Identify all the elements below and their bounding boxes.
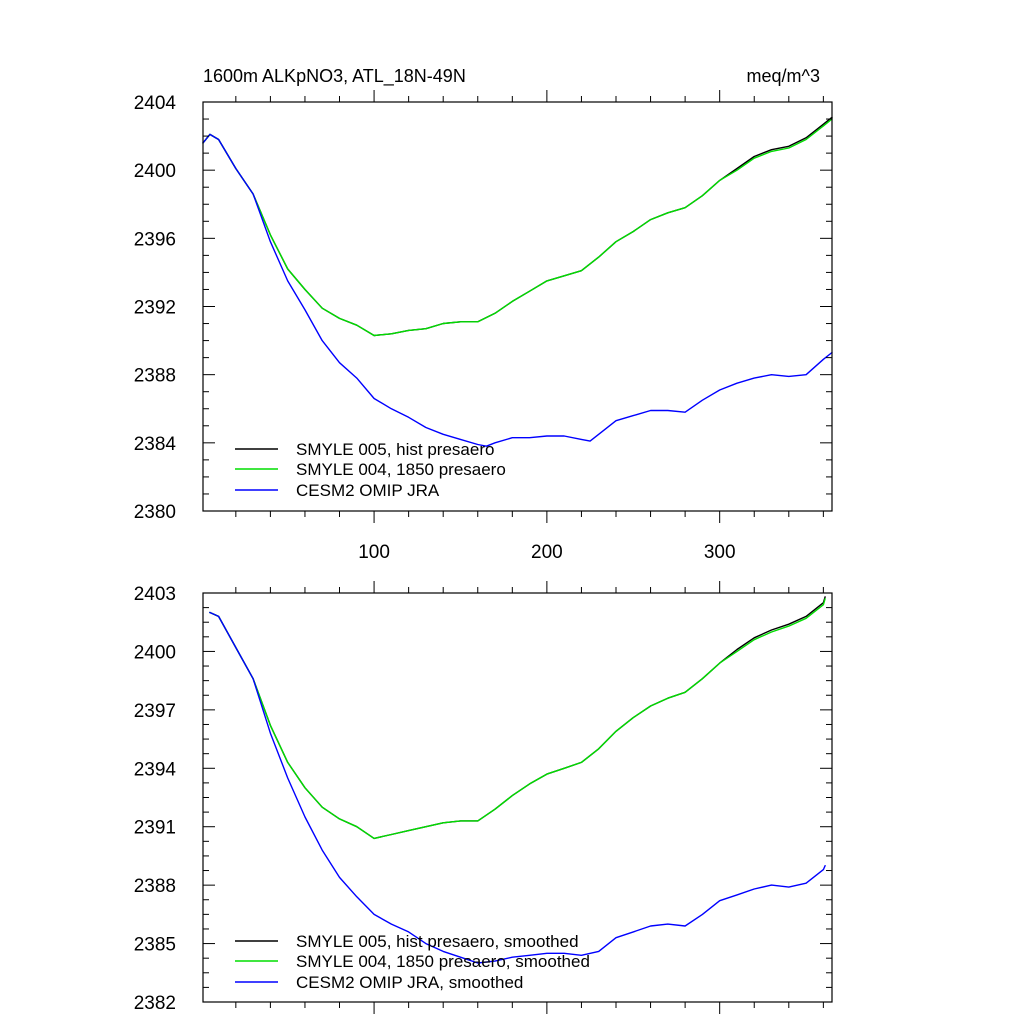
y-tick-label: 2388 (134, 876, 176, 897)
series-line-2-2 (209, 611, 826, 964)
panel-1-series (202, 116, 833, 447)
y-tick-label: 2388 (134, 366, 176, 387)
legend-1-label-0: SMYLE 005, hist presaero (296, 440, 494, 459)
series-line-1-0 (202, 116, 833, 337)
legend-1-label-1: SMYLE 004, 1850 presaero (296, 460, 506, 479)
y-tick-label: 2380 (134, 502, 176, 523)
y-tick-label: 2400 (134, 642, 176, 663)
panel-1-title: 1600m ALKpNO3, ATL_18N-49N (203, 66, 466, 87)
y-tick-label: 2394 (134, 759, 177, 780)
series-line-1-1 (202, 118, 833, 337)
legend-2-label-1: SMYLE 004, 1850 presaero, smoothed (296, 952, 590, 971)
panel-2-frame (202, 592, 833, 1003)
panel-1: 1600m ALKpNO3, ATL_18N-49N meq/m^3 23802… (134, 66, 833, 563)
y-tick-label: 2400 (134, 161, 176, 182)
x-tick-label: 300 (704, 542, 736, 563)
y-tick-label: 2396 (134, 229, 176, 250)
legend-2-label-0: SMYLE 005, hist presaero, smoothed (296, 932, 579, 951)
y-tick-label: 2391 (134, 818, 176, 839)
panel-1-ticks: 2380 2384 2388 2392 2396 2400 2404 100 200 300 (134, 90, 832, 563)
y-tick-label: 2397 (134, 701, 176, 722)
y-tick-label: 2384 (134, 434, 177, 455)
x-tick-label: 100 (358, 542, 390, 563)
y-tick-label: 2403 (134, 584, 176, 605)
series-line-2-1 (209, 598, 826, 840)
legend-2-label-2: CESM2 OMIP JRA, smoothed (296, 973, 523, 992)
y-tick-label: 2385 (134, 935, 176, 956)
panel-2-series (209, 596, 826, 964)
series-line-2-0 (209, 596, 826, 840)
legend-1-label-2: CESM2 OMIP JRA (296, 481, 440, 500)
panel-2-legend: SMYLE 005, hist presaero, smoothed SMYLE… (235, 932, 590, 992)
panel-2-ticks: 2382 2385 2388 2391 2394 2397 2400 2403 (134, 581, 832, 1014)
panel-1-frame (202, 101, 833, 512)
y-tick-label: 2392 (134, 298, 176, 319)
y-tick-label: 2382 (134, 993, 176, 1014)
panel-1-units: meq/m^3 (747, 66, 820, 86)
panel-2: 2382 2385 2388 2391 2394 2397 2400 2403 SMYLE 0… (134, 581, 833, 1014)
y-tick-label: 2404 (134, 93, 177, 114)
x-tick-label: 200 (531, 542, 563, 563)
panel-1-legend: SMYLE 005, hist presaero SMYLE 004, 1850… (235, 440, 506, 500)
series-line-1-2 (202, 133, 833, 447)
